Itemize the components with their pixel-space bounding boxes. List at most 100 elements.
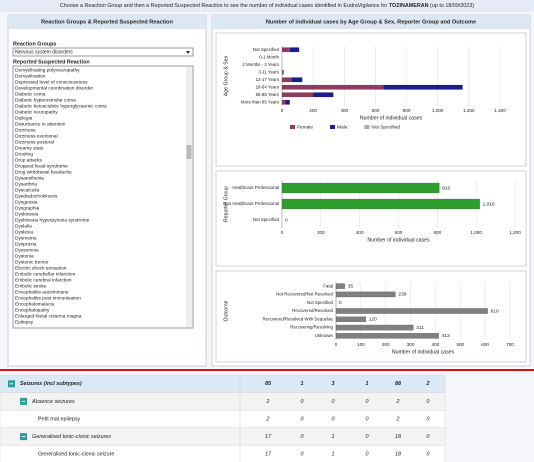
list-item[interactable]: Dyssomnia	[15, 247, 39, 253]
y-tick-label: Recovering/Resolving	[290, 325, 333, 330]
row-name: Seizures (incl subtypes)	[20, 381, 82, 387]
list-item[interactable]: Demyelination	[15, 73, 46, 79]
list-item[interactable]: Enlarged foetal cisterna magna	[15, 313, 82, 319]
list-item[interactable]: Dreamy state	[15, 145, 44, 151]
list-item[interactable]: Embolic stroke	[15, 283, 47, 289]
list-item[interactable]: Drop attacks	[15, 157, 43, 163]
list-item[interactable]: Dyskinesia	[15, 211, 39, 217]
x-axis-title: Number of individual cases	[367, 237, 430, 243]
group-select[interactable]	[12, 47, 194, 57]
scroll-thumb[interactable]	[186, 145, 192, 159]
list-item[interactable]: Embolic cerebellar infarction	[15, 271, 76, 277]
list-item[interactable]: Encephalopathy	[15, 307, 50, 313]
list-item[interactable]: Dyskinesia hyperpyrexia syndrome	[15, 217, 90, 223]
list-item[interactable]: Depressed level of consciousness	[15, 79, 88, 85]
x-tick-label: 200	[317, 230, 325, 235]
cell-value: 0	[332, 399, 335, 405]
chart-box	[215, 32, 527, 167]
cell-value: 17	[265, 434, 272, 440]
data-label: 413	[442, 333, 450, 339]
cell-value: 0	[427, 452, 430, 458]
bar	[335, 333, 439, 339]
list-item[interactable]: Dysdiadochokinesis	[15, 193, 58, 199]
list-item[interactable]: Encephalitis post immunisation	[15, 295, 81, 301]
list-item[interactable]: Drug withdrawal headache	[15, 169, 72, 175]
cell-value: 0	[366, 434, 369, 440]
bar	[281, 198, 480, 210]
y-tick-label: 18-64 Years	[256, 84, 280, 89]
bar	[335, 324, 414, 331]
list-item[interactable]: Dystonia	[15, 253, 34, 259]
bar-segment	[285, 99, 290, 105]
cell-value: 1	[301, 381, 304, 387]
field-label: Reaction Groups	[13, 41, 56, 47]
list-item[interactable]: Dizziness postural	[15, 139, 54, 145]
list-item[interactable]: Encephalitis autoimmune	[15, 289, 69, 295]
x-tick-label: 1,000	[432, 108, 444, 113]
list-item[interactable]: Encephalomalacia	[15, 301, 55, 307]
list-item[interactable]: Dyslexia	[15, 229, 33, 235]
x-tick-label: 1,200	[509, 230, 521, 235]
list-item[interactable]: Dizziness	[15, 127, 36, 133]
header-text: (up to 18/09/2023)	[429, 3, 475, 9]
list-item[interactable]: Diabetic coma	[15, 91, 46, 97]
reaction-list[interactable]	[12, 65, 194, 329]
list-item[interactable]: Dysgraphia	[15, 205, 40, 211]
list-item[interactable]: Demyelinating polyneuropathy	[15, 67, 80, 73]
bar-segment	[282, 47, 290, 53]
list-item[interactable]: Dysarthria	[15, 181, 37, 187]
list-item[interactable]: Dystonic tremor	[15, 259, 49, 265]
cell-value: 0	[366, 416, 369, 422]
list-items: Demyelinating polyneuropathyDemyelinatio…	[15, 67, 107, 325]
data-label: 0	[339, 300, 342, 306]
list-item[interactable]: Diplegia	[15, 115, 33, 121]
list-item[interactable]: Dizziness exertional	[15, 133, 58, 139]
list-item[interactable]: Epilepsy	[15, 319, 34, 325]
list-item[interactable]: Dyscalculia	[15, 187, 40, 193]
table-row	[0, 445, 446, 462]
bar-segment	[282, 84, 384, 90]
scrollbar[interactable]	[186, 67, 192, 327]
y-tick-label: 3-11 Years	[258, 69, 279, 74]
cell-value: 88	[395, 381, 401, 387]
list-item[interactable]: Dysmetria	[15, 235, 37, 241]
cell-value: 2	[396, 416, 400, 422]
x-axis-title: Number of individual cases	[360, 115, 423, 121]
list-item[interactable]: Drooling	[15, 151, 33, 157]
list-item[interactable]: Embolic cerebral infarction	[15, 277, 72, 283]
bar-segment	[313, 92, 334, 98]
list-item[interactable]: Diabetic ketoacidotic hyperglycaemic com…	[15, 103, 107, 109]
table: Seizures (incl subtypes) 85 1 3 1 88 2 Absence …	[0, 374, 446, 462]
list-item[interactable]: Dyspraxia	[15, 241, 37, 247]
list-item[interactable]: Disturbance in attention	[15, 121, 66, 127]
list-item[interactable]: Dysgeusia	[15, 199, 38, 205]
list-item[interactable]: Developmental coordination disorder	[15, 85, 94, 91]
data-label: 120	[369, 317, 377, 323]
y-axis-title: Reporter Group	[223, 186, 229, 222]
y-tick-label: Not Recovered/Not Resolved	[276, 292, 333, 297]
y-tick-label: Not Specified	[253, 217, 280, 222]
data-label: 35	[348, 283, 354, 289]
bar	[335, 316, 366, 323]
y-tick-label: Not Specified	[253, 47, 280, 52]
list-item[interactable]: Dyslalia	[15, 223, 32, 229]
cell-value: 0	[427, 416, 430, 422]
list-item[interactable]: Dysaesthesia	[15, 175, 44, 181]
cell-value: 2	[396, 399, 400, 405]
list-item[interactable]: Electric shock sensation	[15, 265, 67, 271]
bar-segment	[282, 69, 284, 75]
cell-value: 0	[301, 416, 304, 422]
x-tick-label: 1,200	[463, 108, 475, 113]
bar-segment	[282, 92, 314, 98]
x-tick-label: 1,400	[494, 108, 506, 113]
list-item[interactable]: Diabetic neuropathy	[15, 109, 58, 115]
legend-label: Not Specified	[371, 124, 400, 130]
bar-segment	[282, 99, 286, 105]
divider	[0, 369, 534, 371]
x-tick-label: 700	[506, 342, 514, 347]
list-item[interactable]: Dropped head syndrome	[15, 163, 68, 169]
y-tick-label: Not Specified	[307, 300, 334, 305]
cell-value: 17	[265, 452, 272, 458]
list-item[interactable]: Diabetic hyperosmolar coma	[15, 97, 76, 103]
legend-swatch	[290, 125, 295, 129]
